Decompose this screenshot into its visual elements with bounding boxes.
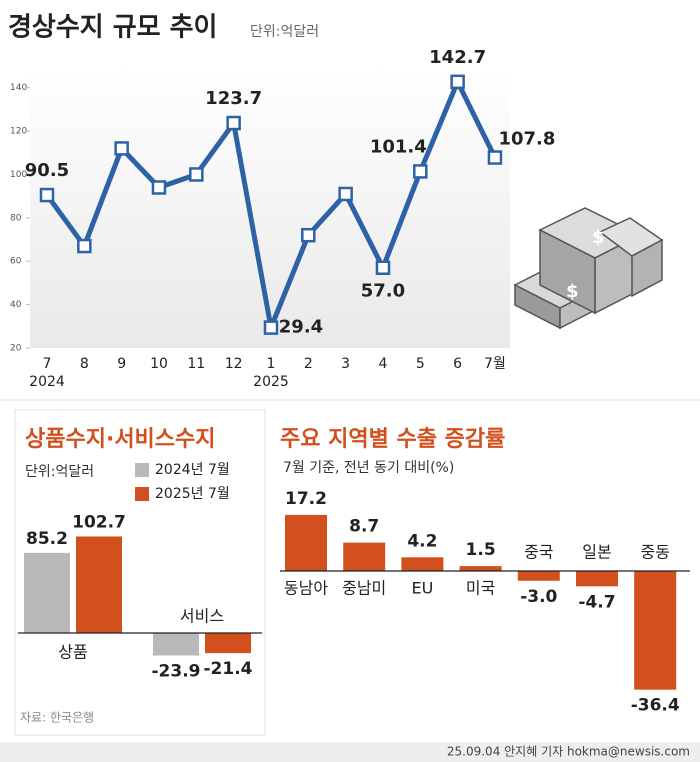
x-tick-label: 9 xyxy=(117,356,126,372)
x-tick-label: EU xyxy=(411,579,433,598)
marker xyxy=(151,180,167,195)
legend-swatch xyxy=(135,487,149,501)
value-label: -4.7 xyxy=(578,592,615,612)
marker xyxy=(226,115,241,131)
marker xyxy=(338,186,353,202)
marker xyxy=(487,150,503,165)
bar xyxy=(343,542,386,571)
chart-title: 경상수지 규모 추이 xyxy=(8,13,217,43)
svg-text:$: $ xyxy=(566,281,579,302)
value-label: 57.0 xyxy=(361,281,405,302)
value-label: 107.8 xyxy=(498,129,555,150)
x-tick-label: 중국 xyxy=(524,543,553,562)
y-tick-label: 120 xyxy=(10,127,27,137)
bar xyxy=(76,536,122,633)
value-label: -3.0 xyxy=(520,587,557,607)
value-label: 123.7 xyxy=(205,88,262,109)
year-label: 2025 xyxy=(253,374,289,390)
y-tick-label: 80 xyxy=(10,213,22,223)
marker xyxy=(375,260,391,275)
value-label: 29.4 xyxy=(279,317,323,338)
value-label: 4.2 xyxy=(407,531,437,551)
value-label: 17.2 xyxy=(285,489,327,509)
value-label: -21.4 xyxy=(204,659,253,679)
marker xyxy=(301,227,316,243)
chart-subtitle: 단위:억달러 xyxy=(250,24,319,40)
marker xyxy=(263,320,279,335)
value-label: -36.4 xyxy=(631,696,680,716)
x-tick-label: 7 xyxy=(43,356,52,372)
bar xyxy=(401,557,444,571)
x-tick-label: 중동 xyxy=(640,543,669,562)
x-tick-label: 중남미 xyxy=(342,579,386,598)
plot-area xyxy=(30,66,510,348)
bar xyxy=(517,571,560,581)
value-label: 90.5 xyxy=(25,160,69,181)
year-label: 2024 xyxy=(29,374,65,390)
value-label: 102.7 xyxy=(72,512,126,532)
legend-swatch xyxy=(135,463,149,477)
x-tick-label: 7월 xyxy=(484,356,506,372)
marker xyxy=(77,238,92,254)
x-tick-label: 8 xyxy=(80,356,89,372)
value-label: 1.5 xyxy=(466,540,496,560)
value-label: -23.9 xyxy=(152,661,201,681)
x-tick-label: 1 xyxy=(267,356,276,372)
y-tick-label: 60 xyxy=(10,257,22,267)
bar xyxy=(205,633,251,654)
x-tick-label: 일본 xyxy=(582,543,611,562)
marker xyxy=(189,167,204,182)
x-tick-label: 5 xyxy=(416,356,425,372)
footer-band xyxy=(0,742,700,762)
y-tick-label: 40 xyxy=(10,300,22,310)
x-tick-label: 4 xyxy=(379,356,388,372)
marker xyxy=(413,164,428,179)
bar xyxy=(285,514,327,571)
x-tick-label: 3 xyxy=(341,356,350,372)
value-label: 8.7 xyxy=(349,517,379,537)
bar xyxy=(576,571,618,587)
bar xyxy=(634,571,677,690)
value-label: 101.4 xyxy=(370,136,427,157)
marker xyxy=(114,141,129,156)
x-tick-label: 서비스 xyxy=(180,607,224,626)
x-tick-label: 12 xyxy=(225,356,243,372)
marker xyxy=(450,74,465,90)
bar xyxy=(153,633,199,656)
x-tick-label: 6 xyxy=(453,356,462,372)
svg-text:$: $ xyxy=(592,227,605,248)
legend-label: 2025년 7월 xyxy=(155,486,230,502)
money-icon: $ $ xyxy=(513,207,664,330)
chart-subtitle: 단위:억달러 xyxy=(25,464,94,480)
source: 자료: 한국은행 xyxy=(20,710,94,725)
credit: 25.09.04 안지혜 기자 hokma@newsis.com xyxy=(447,745,690,759)
x-tick-label: 2 xyxy=(304,356,313,372)
chart-title: 주요 지역별 수출 증감률 xyxy=(280,427,505,452)
y-tick-label: 140 xyxy=(10,83,27,93)
x-tick-label: 11 xyxy=(187,356,205,372)
x-tick-label: 상품 xyxy=(58,643,87,662)
bar xyxy=(24,552,70,633)
chart-title: 상품수지·서비스수지 xyxy=(25,427,216,452)
y-tick-label: 100 xyxy=(10,170,27,180)
chart-subtitle: 7월 기준, 전년 동기 대비(%) xyxy=(283,460,454,476)
value-label: 85.2 xyxy=(26,529,68,549)
x-tick-label: 동남아 xyxy=(284,579,328,598)
y-tick-label: 20 xyxy=(10,344,22,354)
x-tick-label: 미국 xyxy=(466,579,495,598)
value-label: 142.7 xyxy=(429,47,486,68)
legend-label: 2024년 7월 xyxy=(155,462,230,478)
x-tick-label: 10 xyxy=(150,356,168,372)
bar xyxy=(459,566,502,571)
marker xyxy=(39,187,55,203)
